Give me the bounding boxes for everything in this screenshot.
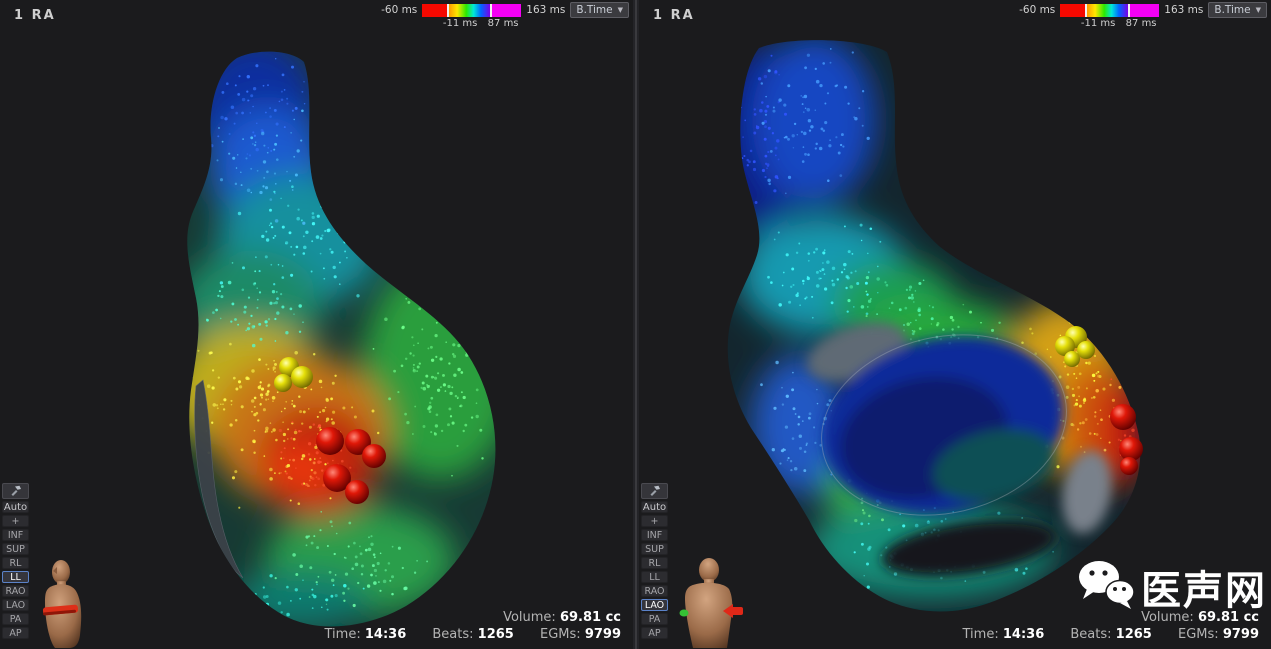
view-button-sup[interactable]: SUP <box>2 543 29 555</box>
colorbar-gradient[interactable] <box>1060 3 1160 17</box>
tricuspid-annulus-opening <box>806 322 1112 577</box>
volume-label: Volume: <box>1141 610 1194 625</box>
chevron-down-icon: ▼ <box>617 6 623 14</box>
map-tool-icon <box>650 485 660 496</box>
map-tool-icon <box>11 485 21 496</box>
egms-label: EGMs: <box>1178 627 1219 642</box>
lesion-point-yellow[interactable] <box>274 374 292 392</box>
beats-value: 1265 <box>477 627 514 642</box>
beats-label: Beats: <box>432 627 474 642</box>
map-type-value: B.Time <box>576 4 613 16</box>
lesion-point-red[interactable] <box>316 427 344 455</box>
view-button-ll[interactable]: LL <box>2 571 29 583</box>
heart-map-left[interactable] <box>0 0 633 649</box>
beats-value: 1265 <box>1115 627 1152 642</box>
map-type-dropdown[interactable]: B.Time ▼ <box>570 2 629 18</box>
view-button-inf[interactable]: INF <box>641 529 668 541</box>
lesion-point-red[interactable] <box>1110 404 1136 430</box>
volume-value: 69.81 cc <box>1197 610 1259 625</box>
lesion-point-yellow[interactable] <box>291 366 313 388</box>
heart-map-right[interactable] <box>639 0 1271 649</box>
cut-plane-facet <box>194 379 244 579</box>
lesion-point-red[interactable] <box>1120 457 1138 475</box>
colorbar-gradient[interactable] <box>422 3 522 17</box>
map-tool-button[interactable] <box>2 483 29 499</box>
watermark-text: 医声网 <box>1141 568 1267 614</box>
lesion-point-red[interactable] <box>323 464 351 492</box>
chevron-down-icon: ▼ <box>1255 6 1261 14</box>
orientation-marker-green <box>679 609 689 617</box>
page-title: 1 RA <box>653 8 695 23</box>
torso-head <box>52 560 70 584</box>
view-button-ap[interactable]: AP <box>641 627 668 639</box>
map-type-value: B.Time <box>1214 4 1251 16</box>
time-label: Time: <box>324 627 361 642</box>
view-button-rao[interactable]: RAO <box>641 585 668 597</box>
ablation-lesion-cluster <box>1055 326 1143 475</box>
view-button-ll[interactable]: LL <box>641 571 668 583</box>
orientation-torso-left-lateral[interactable] <box>30 555 102 649</box>
map-status-right: Volume: 69.81 cc Time: 14:36 Beats: 1265… <box>941 609 1259 643</box>
view-button-pa[interactable]: PA <box>2 613 29 625</box>
view-button-sup[interactable]: SUP <box>641 543 668 555</box>
time-value: 14:36 <box>1002 627 1045 642</box>
view-toolbar: Auto + INF SUP RL LL RAO LAO PA AP <box>641 483 668 639</box>
lesion-point-red[interactable] <box>345 480 369 504</box>
colorbar-min-label: -60 ms <box>1019 4 1056 16</box>
view-button-inf[interactable]: INF <box>2 529 29 541</box>
activation-colorbar: -60 ms 163 ms B.Time ▼ -11 ms 87 ms <box>381 2 629 30</box>
lesion-point-yellow[interactable] <box>1077 341 1095 359</box>
colorbar-high-tick: 87 ms <box>1125 18 1157 29</box>
colorbar-max-label: 163 ms <box>526 4 566 16</box>
colorbar-max-label: 163 ms <box>1164 4 1204 16</box>
watermark: 医声网 <box>1075 559 1267 611</box>
lesion-point-red[interactable] <box>345 429 371 455</box>
orientation-torso-lao[interactable] <box>673 555 747 649</box>
colorbar-high-tick: 87 ms <box>487 18 519 29</box>
torso-body <box>685 582 733 648</box>
colorbar-low-tick: -11 ms <box>442 18 478 29</box>
page-title: 1 RA <box>14 8 56 23</box>
view-button-rao[interactable]: RAO <box>2 585 29 597</box>
volume-value: 69.81 cc <box>559 610 621 625</box>
map-status-left: Volume: 69.81 cc Time: 14:36 Beats: 1265… <box>303 609 621 643</box>
zoom-button[interactable]: + <box>641 515 668 527</box>
lesion-point-yellow[interactable] <box>1055 336 1075 356</box>
torso-body <box>45 584 82 648</box>
map-type-dropdown[interactable]: B.Time ▼ <box>1208 2 1267 18</box>
egms-value: 9799 <box>584 627 621 642</box>
lesion-point-yellow[interactable] <box>1064 351 1080 367</box>
view-button-pa[interactable]: PA <box>641 613 668 625</box>
map-panel-right: 1 RA -60 ms 163 ms B.Time ▼ -11 ms 87 ms <box>639 0 1271 649</box>
view-button-rl[interactable]: RL <box>641 557 668 569</box>
activation-colorbar: -60 ms 163 ms B.Time ▼ -11 ms 87 ms <box>1019 2 1267 30</box>
wechat-icon <box>1079 561 1135 609</box>
beats-label: Beats: <box>1070 627 1112 642</box>
map-panel-left: 1 RA -60 ms 163 ms B.Time ▼ -11 ms 87 ms <box>0 0 633 649</box>
ablation-lesion-cluster <box>274 357 386 504</box>
lesion-point-red[interactable] <box>1119 437 1143 461</box>
time-label: Time: <box>962 627 999 642</box>
view-button-rl[interactable]: RL <box>2 557 29 569</box>
egms-label: EGMs: <box>540 627 581 642</box>
view-button-lao[interactable]: LAO <box>641 599 668 611</box>
lesion-point-red[interactable] <box>362 444 386 468</box>
view-button-lao[interactable]: LAO <box>2 599 29 611</box>
colorbar-min-label: -60 ms <box>381 4 418 16</box>
orientation-marker-red <box>723 604 733 618</box>
auto-button[interactable]: Auto <box>641 501 668 513</box>
view-button-ap[interactable]: AP <box>2 627 29 639</box>
auto-button[interactable]: Auto <box>2 501 29 513</box>
time-value: 14:36 <box>364 627 407 642</box>
colorbar-low-tick: -11 ms <box>1080 18 1116 29</box>
volume-label: Volume: <box>503 610 556 625</box>
map-tool-button[interactable] <box>641 483 668 499</box>
panel-divider[interactable] <box>633 0 639 649</box>
zoom-button[interactable]: + <box>2 515 29 527</box>
torso-head <box>699 558 719 582</box>
egms-value: 9799 <box>1222 627 1259 642</box>
view-toolbar: Auto + INF SUP RL LL RAO LAO PA AP <box>2 483 29 639</box>
